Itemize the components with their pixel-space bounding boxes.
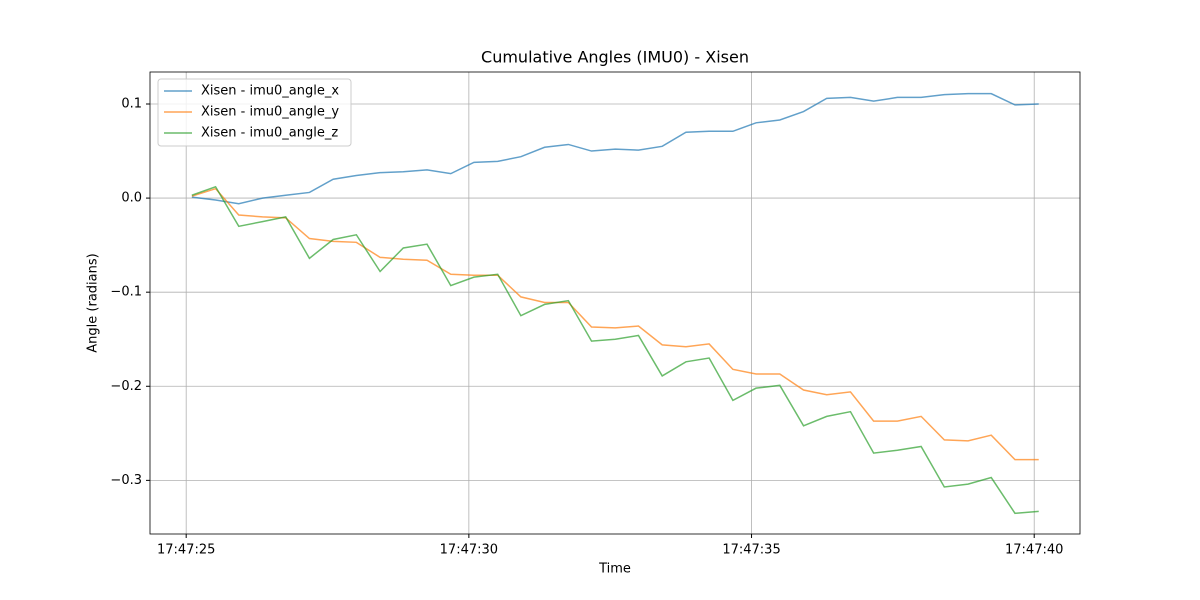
y-tick-label: −0.1 [110, 285, 142, 300]
x-axis-label: Time [598, 562, 631, 577]
legend-label: Xisen - imu0_angle_x [201, 84, 339, 99]
chart-title: Cumulative Angles (IMU0) - Xisen [481, 48, 749, 67]
y-axis-label: Angle (radians) [86, 253, 101, 352]
y-tick-label: 0.1 [121, 96, 142, 111]
x-tick-label: 17:47:40 [1005, 543, 1063, 558]
legend-label: Xisen - imu0_angle_z [201, 126, 338, 141]
x-tick-label: 17:47:25 [157, 543, 215, 558]
x-tick-label: 17:47:30 [440, 543, 498, 558]
data-line [191, 187, 1039, 461]
y-tick-label: −0.3 [110, 473, 142, 488]
legend-box [157, 78, 352, 147]
plot-frame [149, 71, 1081, 535]
y-tick-label: −0.2 [110, 379, 142, 394]
data-line [191, 185, 1039, 515]
x-tick-label: 17:47:35 [722, 543, 780, 558]
data-line [191, 92, 1039, 205]
legend-label: Xisen - imu0_angle_y [201, 105, 339, 120]
y-tick-label: 0.0 [121, 191, 142, 206]
